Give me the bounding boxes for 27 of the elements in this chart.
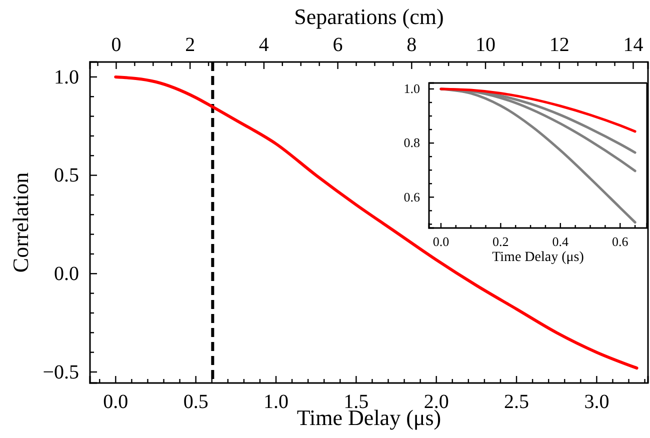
x2-tick-label: 14 [623,34,644,56]
y-axis-title: Correlation [8,172,33,273]
y-tick-label: 0.6 [404,189,420,204]
x-tick-label: 1.0 [264,391,288,414]
x2-tick-label: 4 [258,34,269,56]
x2-tick-label: 12 [549,34,570,56]
x-tick-label: 0.2 [492,234,509,250]
x2-tick-label: 0 [111,34,122,56]
x2-tick-label: 6 [332,34,343,56]
y-tick-label: 0.0 [54,263,79,286]
y-tick-label: 0.8 [404,135,420,150]
x-tick-label: 0.0 [103,391,128,414]
x-tick-label: 0.5 [183,391,208,414]
y-tick-label: 1.0 [404,81,420,96]
x2-axis-title: Separations (cm) [294,4,444,29]
x-tick-label: 0.4 [552,234,570,250]
y-tick-label: 1.0 [54,66,79,88]
x-tick-label: 0.6 [612,234,629,250]
x2-tick-label: 10 [476,34,496,56]
y-tick-label: 0.5 [54,164,79,187]
x-tick-label: 3.0 [584,391,610,414]
x-tick-label: 2.5 [504,391,530,414]
y-tick-label: −0.5 [42,361,79,384]
x2-tick-label: 2 [185,34,196,56]
x2-tick-label: 8 [406,34,417,56]
x-axis-title: Time Delay (μs) [492,250,584,265]
x-tick-label: 0.0 [432,234,450,250]
